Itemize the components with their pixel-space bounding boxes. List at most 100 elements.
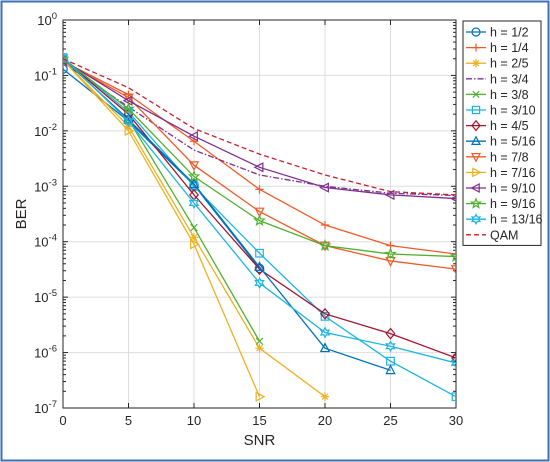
data-point bbox=[385, 327, 396, 340]
y-tick-label-exponent: -4 bbox=[49, 233, 57, 244]
data-point bbox=[63, 51, 69, 64]
y-tick-label-base: 10 bbox=[34, 401, 48, 416]
legend-label: QAM bbox=[490, 228, 518, 242]
data-point bbox=[319, 342, 331, 353]
data-point bbox=[320, 307, 330, 320]
y-tick-label-exponent: -1 bbox=[49, 66, 57, 77]
series-13 bbox=[63, 51, 456, 370]
data-point bbox=[384, 247, 397, 260]
legend-label: h = 3/10 bbox=[490, 104, 536, 118]
data-point bbox=[254, 261, 265, 271]
legend-label: h = 4/5 bbox=[490, 119, 529, 133]
data-point bbox=[122, 102, 135, 115]
legend-item: h = 2/5 bbox=[466, 57, 529, 71]
legend-item: h = 5/16 bbox=[466, 135, 536, 149]
legend-item: h = 9/16 bbox=[466, 197, 536, 211]
data-point bbox=[469, 197, 483, 209]
series-line bbox=[63, 57, 456, 364]
series-line bbox=[63, 58, 456, 196]
data-point bbox=[471, 27, 481, 37]
data-point bbox=[187, 169, 201, 182]
legend-label: h = 1/2 bbox=[490, 26, 529, 40]
x-tick-label: 5 bbox=[125, 413, 132, 428]
legend-item: h = 3/4 bbox=[466, 72, 529, 86]
data-point bbox=[63, 51, 70, 65]
legend-label: h = 3/8 bbox=[490, 88, 529, 102]
data-point bbox=[384, 189, 395, 201]
series-14 bbox=[63, 58, 456, 196]
y-axis-title: BER bbox=[13, 198, 30, 229]
data-point bbox=[470, 183, 480, 193]
data-point bbox=[319, 182, 329, 193]
legend-label: h = 2/5 bbox=[490, 57, 529, 71]
y-tick-label: 10-7 bbox=[34, 399, 57, 416]
data-point bbox=[188, 161, 200, 172]
legend-label: h = 3/4 bbox=[490, 72, 529, 86]
legend-item: h = 7/16 bbox=[466, 166, 536, 180]
data-point bbox=[189, 188, 199, 201]
series-line bbox=[63, 59, 456, 200]
x-axis-title: SNR bbox=[244, 432, 276, 449]
legend-item: h = 3/8 bbox=[466, 88, 529, 102]
data-point bbox=[385, 340, 396, 353]
x-tick-label: 30 bbox=[449, 413, 463, 428]
legend-item: h = 1/2 bbox=[466, 26, 529, 40]
x-tick-label: 0 bbox=[59, 413, 66, 428]
series-line bbox=[63, 59, 261, 397]
data-point bbox=[255, 343, 264, 353]
data-point bbox=[63, 64, 68, 74]
legend-item: h = 7/8 bbox=[466, 150, 529, 164]
series-line bbox=[63, 60, 456, 270]
data-point bbox=[123, 93, 134, 104]
y-tick-label: 10-6 bbox=[34, 344, 57, 361]
data-point bbox=[254, 207, 265, 218]
x-tick-label: 20 bbox=[318, 413, 332, 428]
data-point bbox=[319, 326, 331, 339]
data-point bbox=[385, 364, 396, 375]
data-point bbox=[471, 135, 481, 145]
y-tick-label-base: 10 bbox=[34, 179, 48, 194]
y-tick-label: 10-1 bbox=[34, 66, 57, 83]
series-3 bbox=[63, 55, 330, 401]
legend-item: h = 1/4 bbox=[466, 41, 529, 55]
y-tick-label-base: 10 bbox=[34, 68, 48, 83]
x-tick-label: 25 bbox=[383, 413, 397, 428]
data-point bbox=[472, 43, 480, 52]
data-point bbox=[188, 131, 198, 142]
y-tick-label-base: 10 bbox=[37, 13, 51, 28]
y-tick-label: 10-2 bbox=[34, 122, 57, 139]
y-tick-label-exponent: -2 bbox=[49, 122, 57, 133]
series-group bbox=[63, 51, 456, 402]
legend-box bbox=[462, 20, 542, 246]
y-tick-label: 10-3 bbox=[34, 177, 57, 194]
y-tick-label-exponent: -6 bbox=[49, 344, 57, 355]
data-point bbox=[451, 392, 456, 402]
data-point bbox=[320, 392, 330, 401]
legend-label: h = 13/16 bbox=[490, 213, 543, 227]
data-point bbox=[255, 391, 266, 402]
data-point bbox=[123, 114, 134, 128]
series-line bbox=[63, 57, 456, 398]
data-point bbox=[122, 95, 133, 106]
y-tick-label-base: 10 bbox=[34, 235, 48, 250]
data-point bbox=[449, 249, 456, 263]
legend-label: h = 5/16 bbox=[490, 135, 536, 149]
data-point bbox=[451, 249, 456, 259]
data-point bbox=[190, 223, 198, 232]
legend-label: h = 7/16 bbox=[490, 166, 536, 180]
data-point bbox=[253, 162, 264, 173]
series-12 bbox=[63, 51, 456, 263]
data-point bbox=[320, 220, 330, 230]
legend-item: h = 3/10 bbox=[466, 104, 536, 118]
x-tick-label: 10 bbox=[187, 413, 201, 428]
data-point bbox=[318, 238, 332, 252]
legend-item: h = 4/5 bbox=[466, 119, 529, 133]
y-tick-label-exponent: -7 bbox=[49, 399, 57, 410]
data-point bbox=[472, 59, 480, 68]
legend-item: QAM bbox=[466, 228, 518, 242]
legend-label: h = 9/10 bbox=[490, 182, 536, 196]
y-tick-label-base: 10 bbox=[34, 346, 48, 361]
series-line bbox=[63, 58, 391, 371]
series-line bbox=[63, 62, 456, 197]
